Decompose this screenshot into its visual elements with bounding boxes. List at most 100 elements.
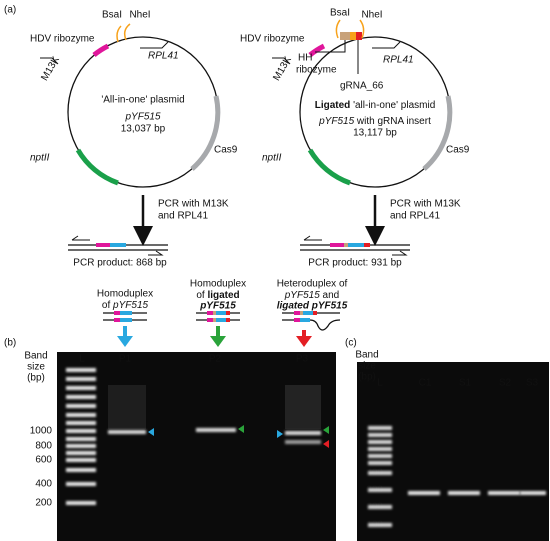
ladder-label: 1000 (30, 426, 53, 437)
gel-band (488, 491, 520, 495)
band-marker (238, 425, 244, 433)
band-size-label: Band (355, 350, 378, 361)
panel-label: (c) (345, 338, 357, 349)
plasmid-name-rest: 'all-in-one' plasmid (350, 100, 435, 111)
lane-label: P1 (119, 354, 132, 365)
panel-label: (a) (4, 5, 16, 16)
gel-band (66, 444, 96, 448)
pcr-label: and RPL41 (158, 211, 208, 222)
site-label: BsaI (102, 10, 122, 21)
duplex-text: of (196, 290, 207, 301)
ladder-label: 800 (35, 441, 52, 452)
gel-band (66, 395, 96, 399)
lane-label: P2 (209, 354, 222, 365)
feature-label: Cas9 (214, 145, 238, 156)
lane-label: L (79, 354, 85, 365)
gel-band (408, 491, 440, 495)
band-marker (323, 440, 329, 448)
gel-band (66, 458, 96, 462)
duplex-text: pYF515 (284, 290, 320, 301)
plasmid-name: 'All-in-one' plasmid (101, 95, 184, 106)
band-size-label: (bp) (358, 372, 376, 383)
feature-label: RPL41 (383, 55, 414, 66)
pcr-label: and RPL41 (390, 211, 440, 222)
band-marker (148, 428, 154, 436)
duplex-label: of ligated (196, 290, 239, 301)
gel-band (66, 368, 96, 372)
gel-band (368, 447, 392, 451)
pcr-label: PCR with M13K (390, 199, 461, 210)
gel-band (368, 471, 392, 475)
plasmid-id-name: pYF515 (318, 116, 354, 127)
plasmid-2: BsaI NheI HDV ribozyme HH ribozyme gRNA_… (240, 8, 470, 269)
gel-band (368, 433, 392, 437)
feature-label: HDV ribozyme (240, 34, 305, 45)
ladder-label: 400 (35, 479, 52, 490)
gel-band (285, 431, 321, 435)
duplex-label: Homoduplex (190, 279, 246, 290)
gel-band (66, 404, 96, 408)
feature-label: M13K (39, 54, 62, 82)
gel-band (368, 454, 392, 458)
lane-label: S2 (499, 378, 512, 389)
gel-band (66, 413, 96, 417)
plasmid-name-bold: Ligated (315, 100, 351, 111)
ladder-label: 600 (35, 455, 52, 466)
feature-label: M13K (271, 54, 294, 82)
gel-band (66, 501, 96, 505)
pcr-product: PCR product: 868 bp (73, 258, 167, 269)
duplex-text: and (320, 290, 339, 301)
gel-band (66, 386, 96, 390)
lane-label: S1 (459, 378, 472, 389)
duplex-label: Homoduplex (97, 289, 153, 300)
lane-label: C1 (419, 378, 432, 389)
gel-band (368, 523, 392, 527)
gel-band (368, 426, 392, 430)
gel-band (285, 440, 321, 444)
feature-label: HDV ribozyme (30, 34, 95, 45)
lane-label: S3 (526, 378, 539, 389)
gel-band (448, 491, 480, 495)
gel-band (368, 440, 392, 444)
duplex-label: pYF515 (199, 301, 236, 312)
gel-band (66, 468, 96, 472)
gel-band (66, 377, 96, 381)
plasmid-id: pYF515 with gRNA insert (318, 116, 431, 127)
duplex-label: of pYF515 (102, 300, 149, 311)
gel-band (196, 428, 236, 432)
pcr-label: PCR with M13K (158, 199, 229, 210)
gel-band (66, 451, 96, 455)
duplex-label: ligated pYF515 (277, 301, 348, 312)
duplex-text: ligated (207, 290, 239, 301)
gel-band (66, 421, 96, 425)
pcr-product: PCR product: 931 bp (308, 258, 402, 269)
gel-band (368, 505, 392, 509)
gel-band (66, 482, 96, 486)
feature-label: gRNA_66 (340, 81, 384, 92)
duplex-text: pYF515 (112, 300, 148, 311)
plasmid-size: 13,117 bp (353, 128, 397, 139)
duplexes: Homoduplex of pYF515 Homoduplex of ligat… (97, 279, 348, 347)
duplex-label: Heteroduplex of (277, 279, 348, 290)
lane-label: L (377, 378, 383, 389)
feature-label: ribozyme (296, 65, 337, 76)
gel-band (520, 491, 546, 495)
feature-label: RPL41 (148, 51, 179, 62)
gel-band (368, 461, 392, 465)
band-size-label: (bp) (27, 373, 45, 384)
site-label: NheI (129, 10, 150, 21)
panel-label: (b) (4, 338, 16, 349)
plasmid-1: BsaI NheI HDV ribozyme RPL41 M13K 'All-i… (30, 10, 238, 269)
duplex-text: of (102, 300, 113, 311)
gel-band (108, 430, 146, 434)
smear (285, 385, 321, 429)
feature-label: HH (298, 53, 312, 64)
plasmid-name: Ligated 'all-in-one' plasmid (315, 100, 436, 111)
band-marker (323, 426, 329, 434)
feature-label: nptII (262, 153, 282, 164)
ladder-label: 200 (35, 498, 52, 509)
feature-label: Cas9 (446, 145, 470, 156)
